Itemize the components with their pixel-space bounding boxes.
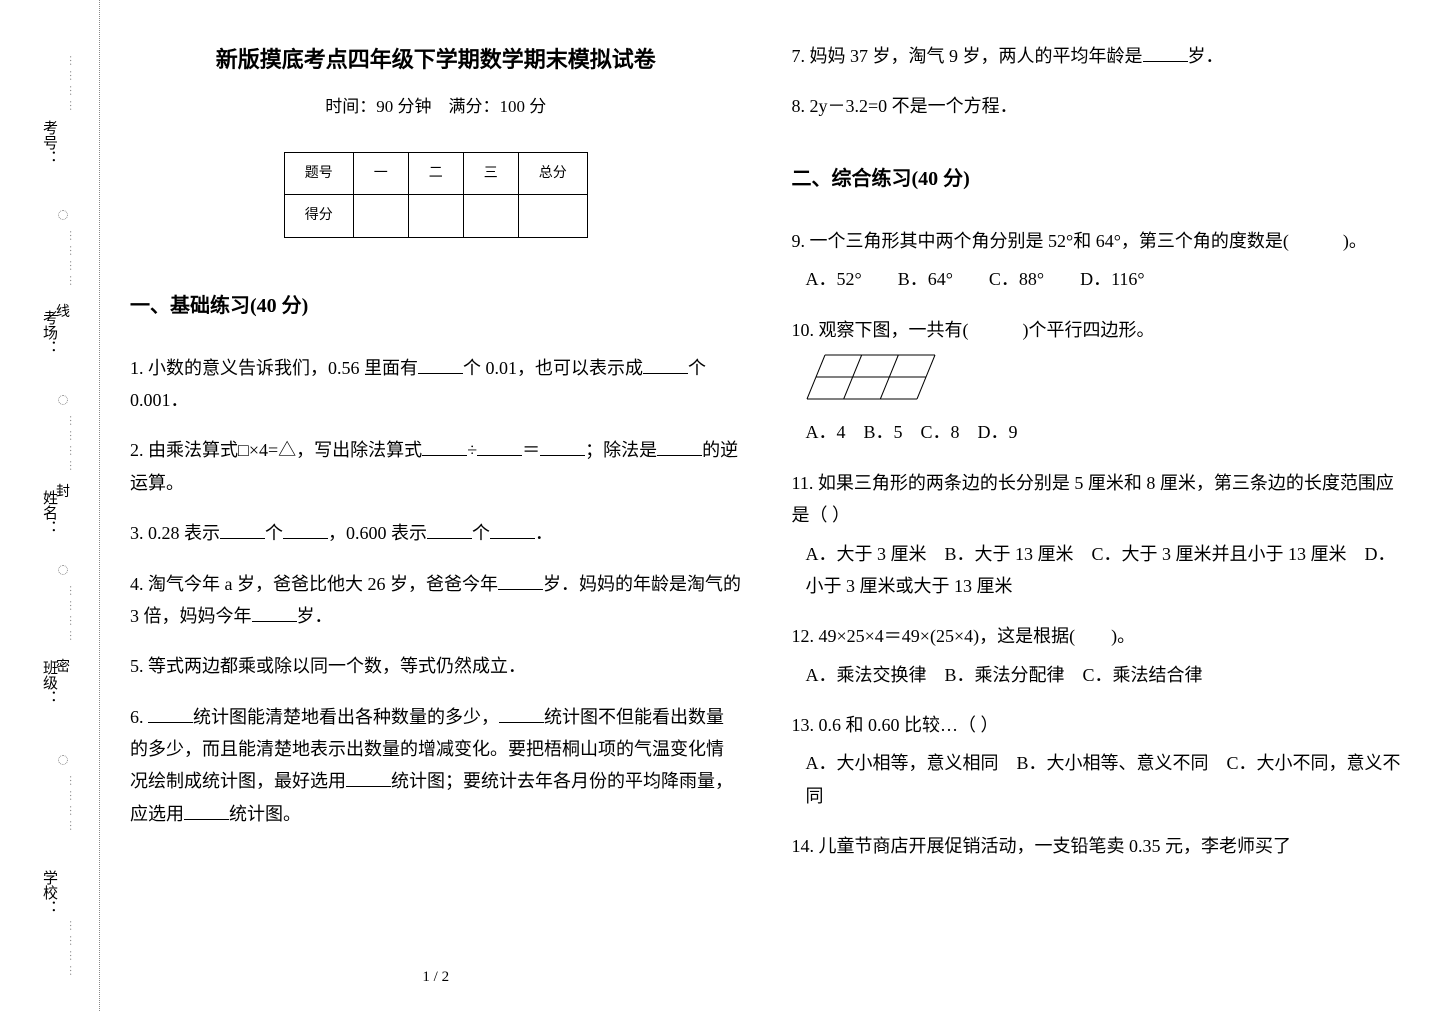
q12-options: A．乘法交换律 B．乘法分配律 C．乘法结合律 (806, 659, 1404, 691)
q1-text-a: 1. 小数的意义告诉我们，0.56 里面有 (130, 358, 418, 378)
question-3: 3. 0.28 表示 个 ，0.600 表示 个 ． (130, 517, 742, 549)
binding-dots: ………… (62, 230, 82, 290)
question-11: 11. 如果三角形的两条边的长分别是 5 厘米和 8 厘米，第三条边的长度范围应… (792, 467, 1404, 603)
binding-circle (58, 755, 68, 765)
question-13: 13. 0.6 和 0.60 比较…（ ） A．大小相等，意义相同 B．大小相等… (792, 709, 1404, 812)
question-5: 5. 等式两边都乘或除以同一个数，等式仍然成立． (130, 650, 742, 682)
exam-title: 新版摸底考点四年级下学期数学期末模拟试卷 (130, 40, 742, 80)
q6-text-a: 6. (130, 707, 148, 727)
binding-circle (58, 395, 68, 405)
q7-text-b: 岁． (1188, 46, 1224, 66)
blank (346, 769, 391, 787)
col-2: 二 (408, 153, 463, 195)
q12-stem: 12. 49×25×4＝49×(25×4)，这是根据( )。 (792, 620, 1404, 652)
question-12: 12. 49×25×4＝49×(25×4)，这是根据( )。 A．乘法交换律 B… (792, 620, 1404, 691)
question-6: 6. 统计图能清楚地看出各种数量的多少，统计图不但能看出数量的多少，而且能清楚地… (130, 701, 742, 831)
q13-stem: 13. 0.6 和 0.60 比较…（ ） (792, 709, 1404, 741)
blank (1143, 44, 1188, 62)
q4-text-a: 4. 淘气今年 a 岁，爸爸比他大 26 岁，爸爸今年 (130, 574, 498, 594)
page-content: 新版摸底考点四年级下学期数学期末模拟试卷 时间：90 分钟 满分：100 分 题… (100, 0, 1433, 1011)
blank (490, 521, 535, 539)
header-label: 题号 (284, 153, 353, 195)
q2-text-c: ＝ (522, 440, 540, 460)
score-cell (463, 195, 518, 237)
blank (184, 802, 229, 820)
binding-dots: ………… (62, 775, 82, 835)
q11-options: A．大于 3 厘米 B．大于 13 厘米 C．大于 3 厘米并且小于 13 厘米… (806, 538, 1404, 603)
blank (283, 521, 328, 539)
col-1: 一 (353, 153, 408, 195)
q4-text-c: 岁． (297, 606, 333, 626)
binding-circle (58, 565, 68, 575)
q6-text-e: 统计图。 (229, 804, 301, 824)
q10-options: A．4 B．5 C．8 D．9 (806, 416, 1404, 448)
binding-dots: ………… (62, 415, 82, 475)
section-1-head: 一、基础练习(40 分) (130, 288, 742, 324)
right-column: 7. 妈妈 37 岁，淘气 9 岁，两人的平均年龄是 岁． 8. 2y－3.2=0… (792, 40, 1404, 991)
q9-options: A．52° B．64° C．88° D．116° (806, 263, 1404, 295)
table-row: 得分 (284, 195, 587, 237)
q6-text-b: 统计图能清楚地看出各种数量的多少， (193, 707, 499, 727)
q2-text-a: 2. 由乘法算式□×4=△，写出除法算式 (130, 440, 422, 460)
q10-stem: 10. 观察下图，一共有( )个平行四边形。 (792, 314, 1404, 346)
q2-text-b: ÷ (467, 440, 477, 460)
exam-meta: 时间：90 分钟 满分：100 分 (130, 92, 742, 123)
blank (643, 356, 688, 374)
q11-stem: 11. 如果三角形的两条边的长分别是 5 厘米和 8 厘米，第三条边的长度范围应… (792, 467, 1404, 532)
question-10: 10. 观察下图，一共有( )个平行四边形。 A．4 B．5 C．8 D．9 (792, 314, 1404, 449)
question-4: 4. 淘气今年 a 岁，爸爸比他大 26 岁，爸爸今年岁．妈妈的年龄是淘气的 3… (130, 568, 742, 633)
question-2: 2. 由乘法算式□×4=△，写出除法算式÷＝；除法是的逆运算。 (130, 434, 742, 499)
score-cell (408, 195, 463, 237)
q3-text-a: 3. 0.28 表示 (130, 523, 220, 543)
blank (418, 356, 463, 374)
section-2-head: 二、综合练习(40 分) (792, 161, 1404, 197)
q3-text-b: 个 (265, 523, 283, 543)
blank (422, 438, 467, 456)
blank (540, 438, 585, 456)
q3-text-e: ． (535, 523, 553, 543)
binding-seal-char: 密 (56, 655, 70, 680)
score-cell (353, 195, 408, 237)
left-column: 新版摸底考点四年级下学期数学期末模拟试卷 时间：90 分钟 满分：100 分 题… (130, 40, 742, 991)
binding-label: 学校： (35, 870, 62, 915)
blank (498, 572, 543, 590)
blank (252, 604, 297, 622)
binding-seal-char: 封 (56, 480, 70, 505)
parallelogram-svg (806, 354, 936, 400)
page-number: 1 / 2 (130, 964, 742, 991)
question-14: 14. 儿童节商店开展促销活动，一支铅笔卖 0.35 元，李老师买了 (792, 830, 1404, 862)
q1-text-b: 个 0.01，也可以表示成 (463, 358, 643, 378)
binding-circle (58, 210, 68, 220)
q3-text-d: 个 (472, 523, 490, 543)
question-1: 1. 小数的意义告诉我们，0.56 里面有个 0.01，也可以表示成个 0.00… (130, 352, 742, 417)
col-total: 总分 (518, 153, 587, 195)
blank (477, 438, 522, 456)
score-table: 题号 一 二 三 总分 得分 (284, 152, 588, 237)
blank (657, 438, 702, 456)
q3-text-c: ，0.600 表示 (328, 523, 427, 543)
binding-dots: ………… (62, 55, 82, 115)
q13-options: A．大小相等，意义相同 B．大小相等、意义不同 C．大小不同，意义不同 (806, 747, 1404, 812)
q7-text-a: 7. 妈妈 37 岁，淘气 9 岁，两人的平均年龄是 (792, 46, 1143, 66)
binding-strip: 考号：考场：姓名：班级：学校：线封密…………………………………………………………… (0, 0, 100, 1011)
question-8: 8. 2y－3.2=0 不是一个方程． (792, 90, 1404, 122)
binding-seal-char: 线 (56, 300, 70, 325)
blank (499, 705, 544, 723)
binding-label: 考号： (35, 120, 62, 165)
question-7: 7. 妈妈 37 岁，淘气 9 岁，两人的平均年龄是 岁． (792, 40, 1404, 72)
table-row: 题号 一 二 三 总分 (284, 153, 587, 195)
binding-dots: ………… (62, 920, 82, 980)
parallelogram-figure (806, 354, 1404, 410)
question-9: 9. 一个三角形其中两个角分别是 52°和 64°，第三个角的度数是( )。 A… (792, 225, 1404, 296)
score-label: 得分 (284, 195, 353, 237)
blank (148, 705, 193, 723)
score-cell (518, 195, 587, 237)
blank (220, 521, 265, 539)
q2-text-d: ；除法是 (585, 440, 657, 460)
blank (427, 521, 472, 539)
col-3: 三 (463, 153, 518, 195)
q9-stem: 9. 一个三角形其中两个角分别是 52°和 64°，第三个角的度数是( )。 (792, 225, 1404, 257)
binding-dots: ………… (62, 585, 82, 645)
